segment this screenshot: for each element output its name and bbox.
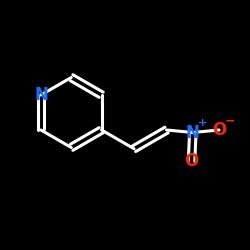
Text: N: N (34, 86, 48, 104)
Text: +: + (198, 118, 207, 128)
Text: −: − (224, 115, 235, 128)
Text: O: O (184, 152, 199, 170)
Text: O: O (212, 121, 226, 139)
Text: N: N (186, 124, 200, 142)
